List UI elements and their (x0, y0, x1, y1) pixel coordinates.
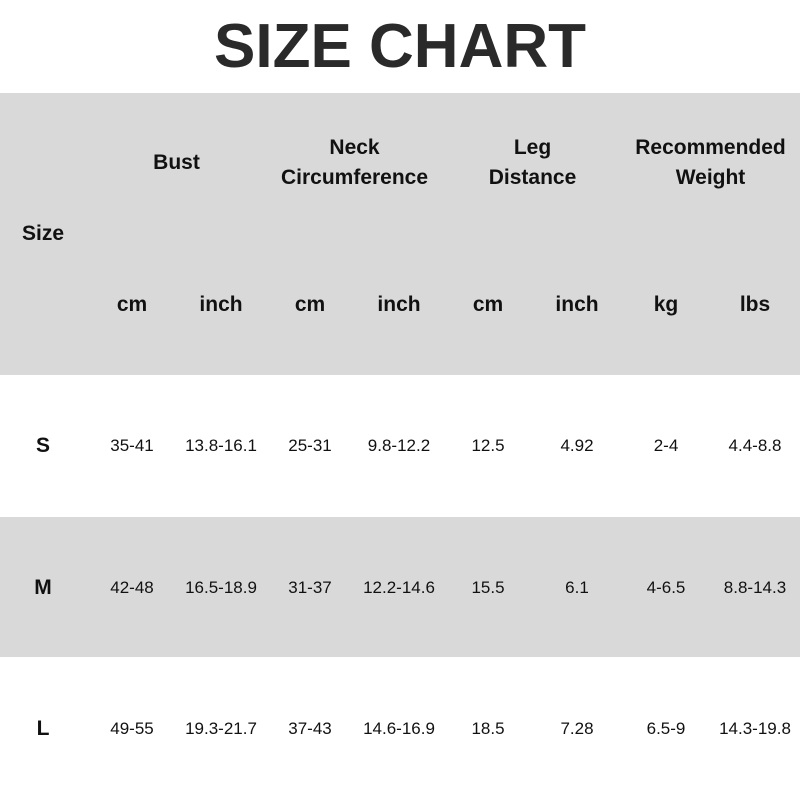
table-cell: 6.5-9 (646, 719, 686, 738)
table-cell: 16.5-18.9 (185, 578, 257, 597)
unit-header: cm (472, 293, 504, 316)
table-cell: 9.8-12.2 (367, 436, 431, 455)
table-cell: 15.5 (471, 578, 505, 597)
table-cell: 35-41 (110, 436, 154, 455)
size-label: L (36, 717, 50, 740)
group-header: Leg (513, 136, 552, 159)
table-cell: 19.3-21.7 (185, 719, 257, 738)
table-cell: 37-43 (288, 719, 332, 738)
unit-header: cm (116, 293, 148, 316)
unit-header: inch (377, 293, 421, 316)
group-header: Weight (675, 166, 746, 189)
group-header: Recommended (635, 136, 786, 159)
table-cell: 12.2-14.6 (363, 578, 435, 597)
table-cell: 4.4-8.8 (728, 436, 782, 455)
table-cell: 2-4 (653, 436, 679, 455)
group-header: Circumference (280, 166, 429, 189)
table-cell: 4.92 (560, 436, 594, 455)
header-band (0, 93, 800, 375)
table-cell: 8.8-14.3 (723, 578, 787, 597)
size-label: S (35, 434, 51, 457)
unit-header: inch (199, 293, 243, 316)
unit-header: inch (555, 293, 599, 316)
unit-header: kg (653, 293, 679, 316)
table-cell: 6.1 (565, 578, 589, 597)
table-cell: 7.28 (560, 719, 594, 738)
table-cell: 25-31 (288, 436, 332, 455)
table-cell: 14.3-19.8 (719, 719, 791, 738)
table-cell: 18.5 (471, 719, 505, 738)
unit-header: cm (294, 293, 326, 316)
row-band-m (0, 517, 800, 657)
table-cell: 31-37 (288, 578, 332, 597)
size-label: M (34, 576, 52, 599)
table-cell: 13.8-16.1 (185, 436, 257, 455)
page-title: SIZE CHART (214, 12, 586, 81)
table-cell: 49-55 (110, 719, 154, 738)
table-cell: 14.6-16.9 (363, 719, 435, 738)
group-header: Distance (488, 166, 577, 189)
table-cell: 4-6.5 (646, 578, 686, 597)
table-cell: 12.5 (471, 436, 505, 455)
unit-header: lbs (739, 293, 771, 316)
group-header: Neck (329, 136, 380, 159)
group-header: Bust (153, 151, 200, 174)
size-header: Size (21, 222, 65, 245)
table-cell: 42-48 (110, 578, 154, 597)
